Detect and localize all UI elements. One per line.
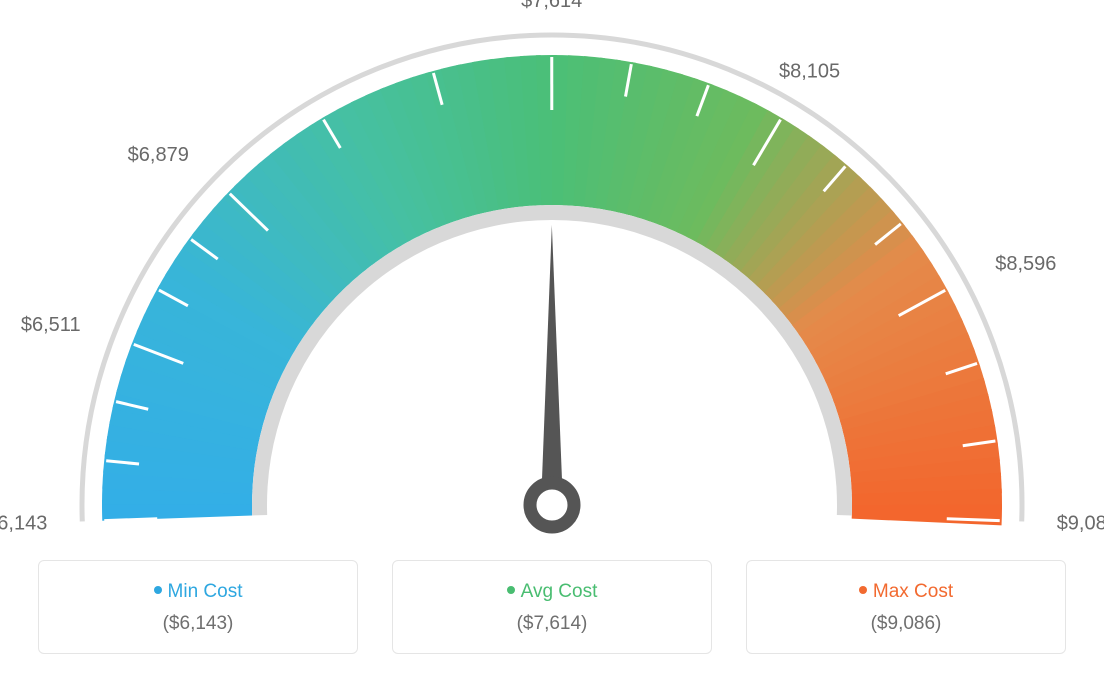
dot-icon — [154, 586, 162, 594]
legend-card-avg: Avg Cost ($7,614) — [392, 560, 712, 654]
gauge-container: $6,143 $6,511 $6,879 $7,614 $8,105 $8,596 $9,0… — [0, 0, 1104, 555]
dot-icon — [859, 586, 867, 594]
legend-label-min: Min Cost — [49, 581, 347, 603]
legend-label-avg: Avg Cost — [403, 581, 701, 603]
tick-label: $6,879 — [128, 144, 189, 166]
tick-label: $6,511 — [21, 314, 81, 336]
needle-hub — [530, 483, 574, 527]
legend-card-max: Max Cost ($9,086) — [746, 560, 1066, 654]
tick-label: $8,596 — [995, 253, 1056, 275]
cost-gauge-chart: $6,143 $6,511 $6,879 $7,614 $8,105 $8,596 $9,0… — [0, 0, 1104, 560]
legend-label-min-text: Min Cost — [168, 581, 243, 602]
legend-value-min: ($6,143) — [49, 613, 347, 635]
legend-label-max-text: Max Cost — [873, 581, 953, 602]
legend-label-avg-text: Avg Cost — [521, 581, 598, 602]
legend-value-max: ($9,086) — [757, 613, 1055, 635]
gauge-needle — [541, 225, 563, 505]
legend-label-max: Max Cost — [757, 581, 1055, 603]
dot-icon — [507, 586, 515, 594]
tick-label: $6,143 — [0, 513, 47, 535]
tick-label: $8,105 — [779, 61, 840, 83]
legend-value-avg: ($7,614) — [403, 613, 701, 635]
tick-label: $9,086 — [1057, 513, 1104, 535]
legend-card-min: Min Cost ($6,143) — [38, 560, 358, 654]
legend-row: Min Cost ($6,143) Avg Cost ($7,614) Max … — [38, 560, 1066, 654]
tick-label: $7,614 — [521, 0, 582, 12]
